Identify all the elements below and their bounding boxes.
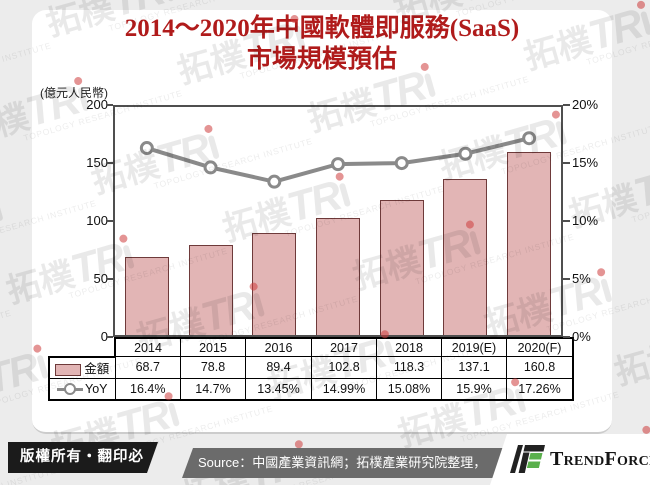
yoy-point-2016 [267,174,282,189]
brand-panel: TrendForce [490,434,650,485]
year-header-cell: 2018 [376,337,442,357]
logo-green-lower [526,461,541,468]
legend-label: 金額 [84,362,110,376]
left-axis-tick-mark [106,220,113,222]
legend-yoy-marker-icon [57,383,83,396]
bar-2017 [316,217,360,335]
table-row: YoY 16.4% 14.7% 13.45% 14.99% 15.08% 15.9% 17.2… [48,377,574,401]
logo-slash [510,445,523,473]
right-axis-tick-label: 0% [572,329,591,344]
bar-series [115,107,561,335]
yoy-point-2014 [139,141,154,156]
value-cell: 13.45% [245,377,312,401]
watermark-tile: 拓樸TRTOPOLOGY RESEARCH INSTITUTE [0,0,138,1]
right-axis-tick-mark [563,278,570,280]
logo-green-upper [529,453,543,460]
value-cell: 78.8 [180,356,246,379]
watermark-tile: 拓樸TRTOPOLOGY RESEARCH INSTITUTE [0,472,188,485]
left-axis-tick-label: 150 [86,155,108,170]
bar-2014 [124,256,169,335]
right-axis-tick-mark [563,336,570,338]
chart-title: 2014～2020年中國軟體即服務(SaaS) 市場規模預估 [32,13,612,75]
trendforce-logo-icon [510,445,545,473]
right-axis-tick-mark [563,104,570,106]
watermark-tile: 拓樸TRTOPOLOGY RESEARCH INSTITUTE [610,337,650,393]
yoy-point-2017 [331,157,345,172]
right-axis-tick-mark [563,162,570,164]
bar-2020(F) [507,151,552,335]
left-axis-tick-mark [106,162,113,164]
bar-2015 [188,245,233,335]
right-axis-tick-label: 10% [572,213,599,228]
plot-area [113,105,563,337]
left-axis-tick-label: 50 [93,271,108,286]
year-header-cell: 2019(E) [441,337,507,357]
logo-stem [518,452,530,473]
year-header-cell: 2017 [311,337,377,357]
year-header-cell: 2020(F) [506,337,574,357]
table-header-row: 2014 2015 2016 2017 2018 2019(E) 2020(F) [49,337,574,357]
value-cell: 118.3 [376,356,442,379]
watermark-i-dot [0,196,4,222]
value-cell: 160.8 [506,356,574,379]
legend-amount-swatch [55,363,82,376]
legend-label: YoY [85,381,108,396]
yoy-point-2018 [394,156,409,171]
watermark-i-dot [640,10,650,36]
value-cell: 137.1 [441,356,507,379]
year-header-cell: 2016 [245,337,312,357]
source-banner: Source：中國產業資訊網；拓樸產業研究院整理，2020/03 [182,448,512,478]
bar-2018 [379,200,424,335]
chart-title-line1: 2014～2020年中國軟體即服務(SaaS) [124,15,520,42]
trendforce-wordmark: TrendForce [550,447,650,470]
data-table: 2014 2015 2016 2017 2018 2019(E) 2020(F) 金額 68.7… [48,337,574,401]
yoy-point-2019(E) [458,146,473,161]
value-cell: 68.7 [114,356,181,379]
right-axis-tick-label: 20% [572,97,599,112]
value-cell: 14.99% [311,377,377,401]
left-axis-tick-mark [106,336,113,338]
yoy-point-2015 [203,160,218,175]
left-axis-tick-mark [106,104,113,106]
value-cell: 89.4 [245,356,312,379]
value-cell: 14.7% [180,377,246,401]
right-axis-tick-mark [563,220,570,222]
bar-2019(E) [443,178,488,335]
table-row: 金額 68.7 78.8 89.4 102.8 118.3 137.1 160.8 [48,355,574,379]
bar-2016 [252,233,297,335]
watermark-tile: 拓樸TRTOPOLOGY RESEARCH INSTITUTE [0,307,13,363]
year-header-cell: 2015 [180,337,246,357]
right-axis-tick-label: 5% [572,271,591,286]
copyright-banner: 版權所有‧翻印必究 [8,442,158,473]
year-header-cell: 2014 [114,337,181,357]
right-axis-tick-label: 15% [572,155,599,170]
value-cell: 15.9% [441,377,507,401]
value-cell: 16.4% [114,377,181,401]
left-axis-tick-label: 200 [86,97,108,112]
chart-title-line2: 市場規模預估 [246,46,397,73]
left-axis-tick-label: 100 [86,213,108,228]
value-cell: 15.08% [376,377,442,401]
yoy-line-series [139,131,537,189]
left-axis-unit-label: (億元人民幣) [40,86,108,100]
value-cell: 17.26% [506,377,574,401]
left-axis-tick-mark [106,278,113,280]
legend-cell-yoy: YoY [48,377,116,401]
watermark-i-dot [162,0,175,2]
legend-cell-amount: 金額 [48,355,116,379]
yoy-point-2020(F) [522,131,537,146]
logo-top-bar [523,445,545,452]
left-axis-tick-label: 0 [100,329,108,344]
value-cell: 102.8 [311,356,377,379]
